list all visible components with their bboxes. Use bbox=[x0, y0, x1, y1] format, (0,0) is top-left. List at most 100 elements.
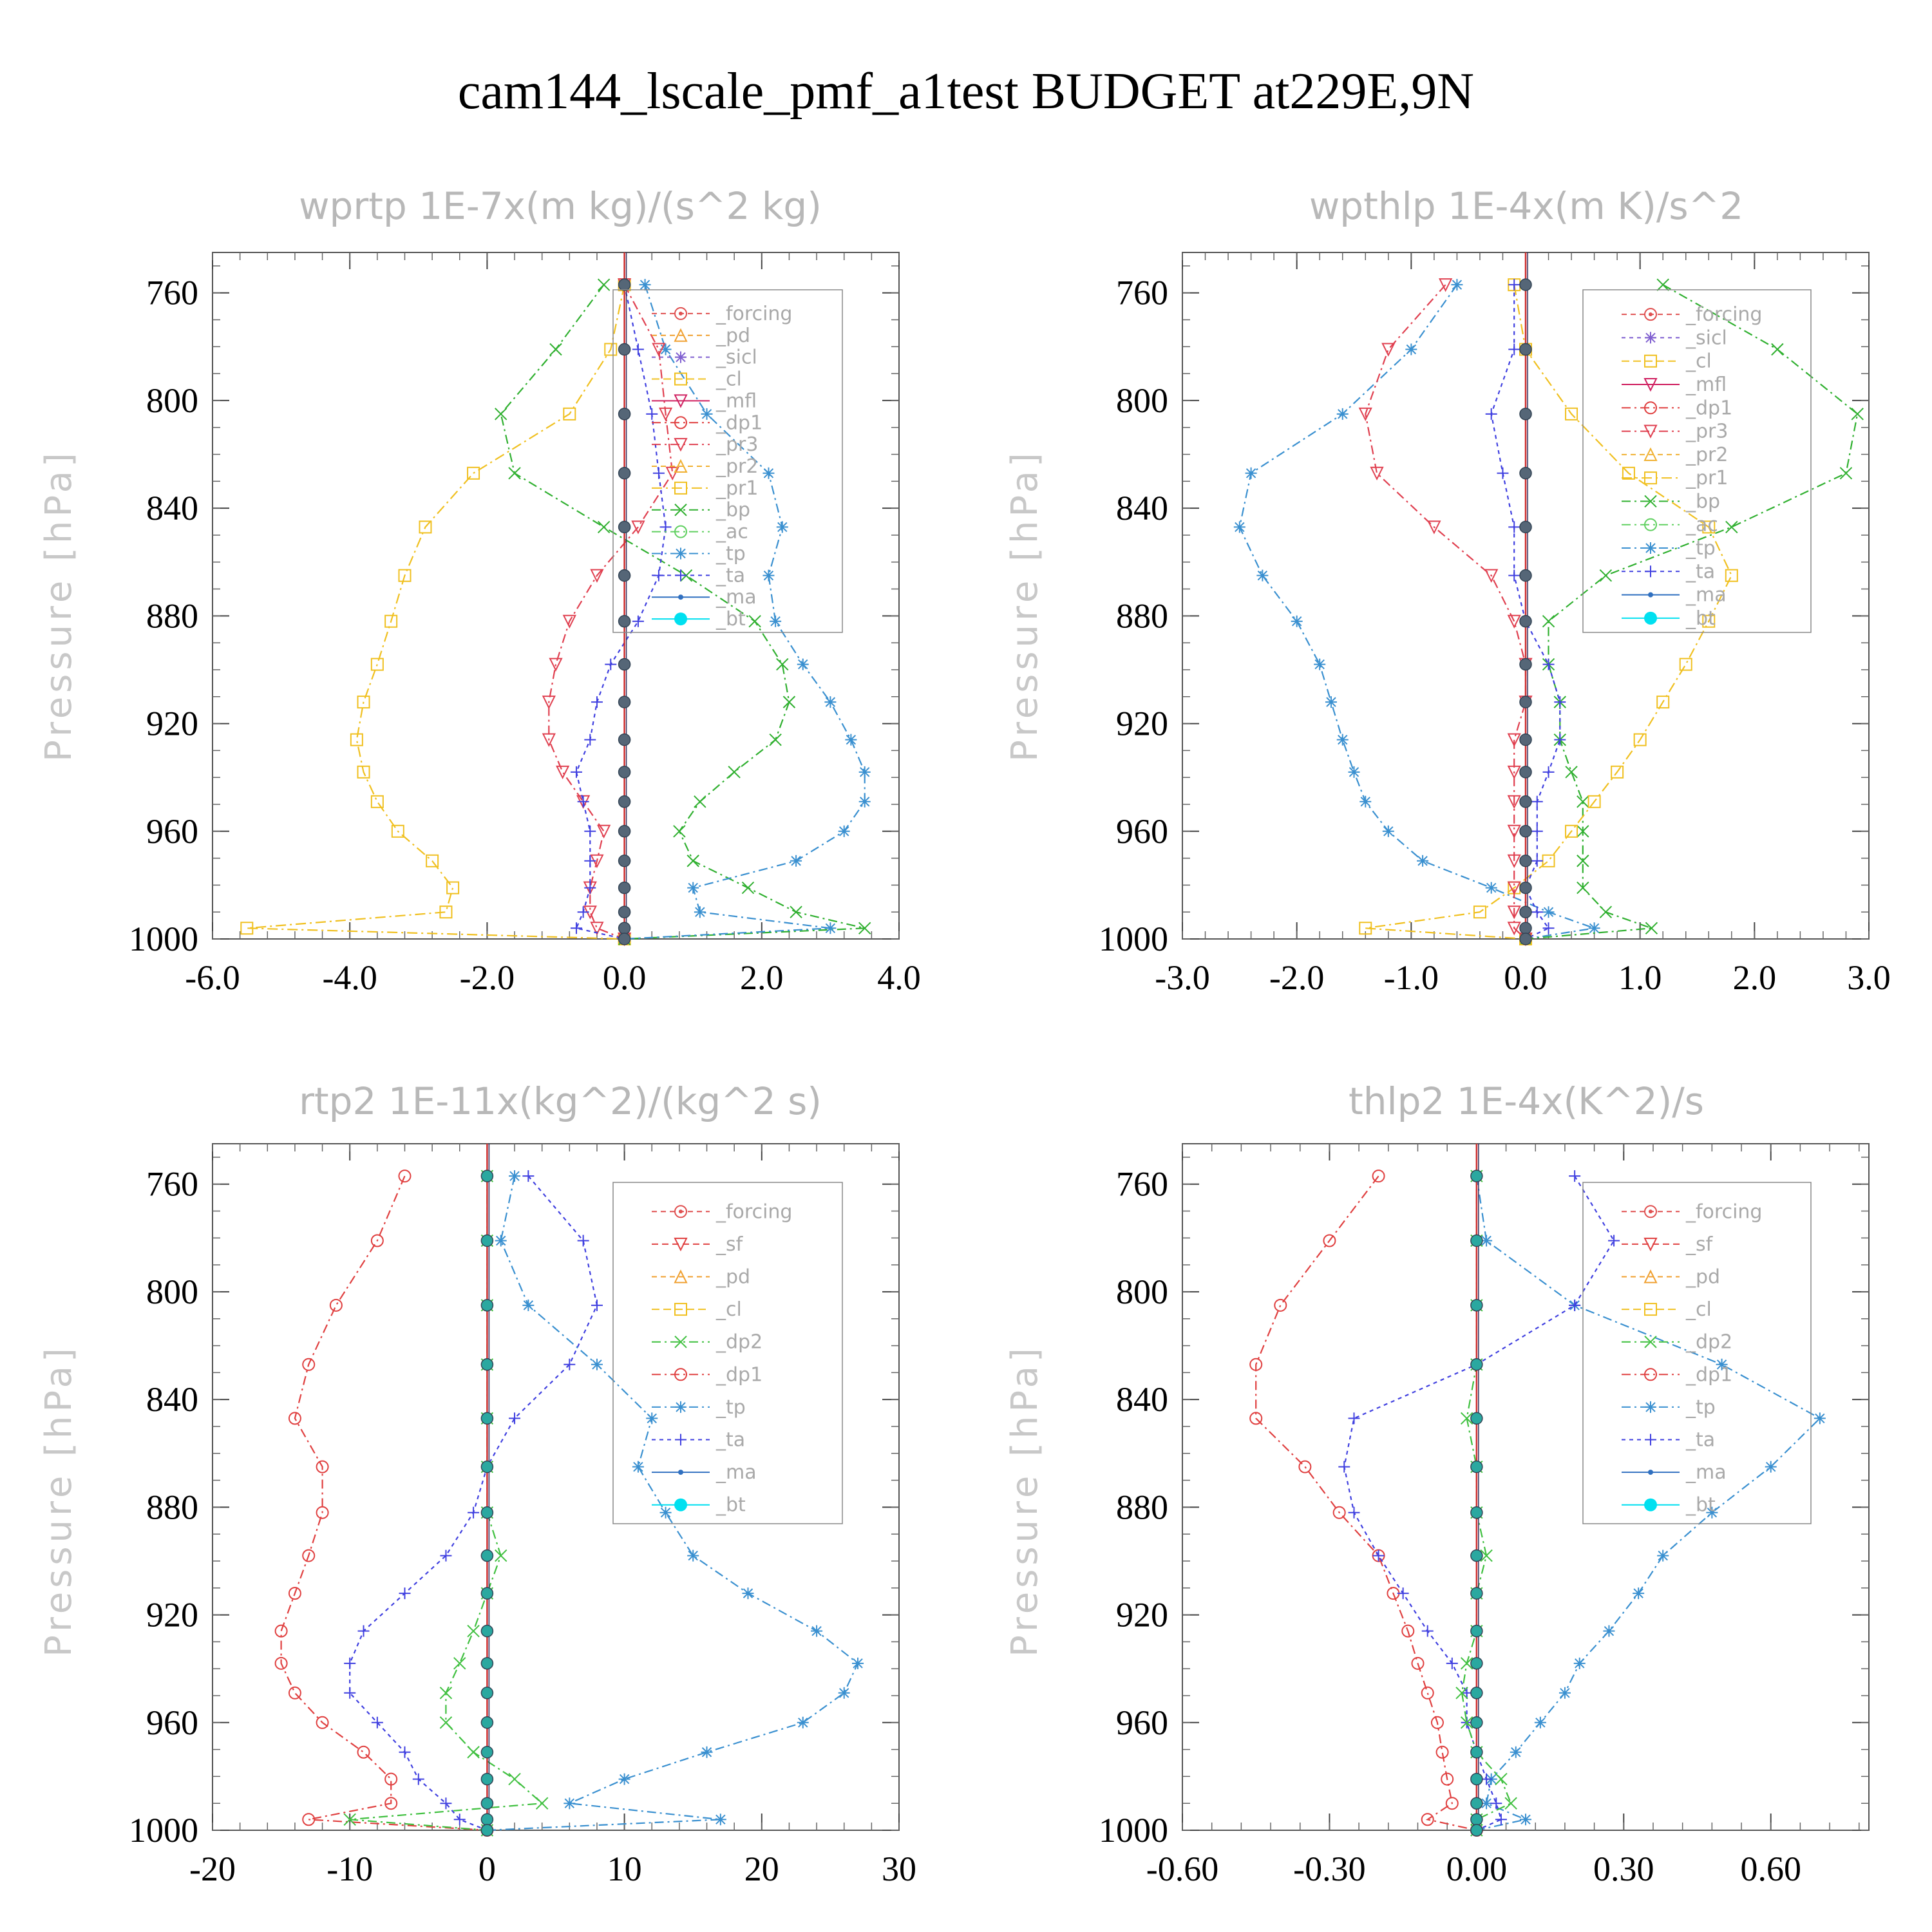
thlp2-point-dp1 bbox=[1323, 1234, 1336, 1247]
legend-marker bbox=[674, 1498, 687, 1511]
legend-marker bbox=[674, 416, 687, 430]
wprtp-point-ta bbox=[570, 922, 582, 934]
thlp2-zero-marker bbox=[1470, 1299, 1483, 1312]
wpthlp-zero-marker bbox=[1519, 881, 1532, 895]
wpthlp-x-tick-label: -2.0 bbox=[1269, 958, 1324, 997]
rtp2-zero-marker bbox=[480, 1716, 494, 1729]
wprtp-point-ta bbox=[652, 467, 665, 479]
thlp2-point-ta bbox=[1446, 1657, 1458, 1669]
wprtp-point-tp bbox=[770, 615, 782, 627]
legend-label: _ma bbox=[715, 586, 757, 609]
rtp2-zero-marker bbox=[480, 1813, 494, 1826]
rtp2-zero-marker bbox=[480, 1358, 494, 1371]
legend-entry: _pr1 bbox=[1622, 467, 1728, 489]
wpthlp-point-pr3 bbox=[1439, 278, 1453, 292]
thlp2-x-tick-label: -0.60 bbox=[1146, 1850, 1218, 1888]
wprtp-point-bp bbox=[597, 520, 611, 534]
rtp2-point-dp1 bbox=[288, 1587, 301, 1600]
wpthlp-point-pr3 bbox=[1507, 905, 1521, 920]
thlp2-zero-marker bbox=[1470, 1813, 1483, 1826]
wpthlp-point-tp bbox=[1405, 343, 1417, 355]
wprtp-point-pr3 bbox=[549, 658, 563, 672]
rtp2-point-dp2 bbox=[467, 1624, 480, 1638]
rtp2-point-ta bbox=[468, 1506, 480, 1519]
legend-marker bbox=[1648, 1470, 1653, 1475]
rtp2-x-tick-label: 20 bbox=[744, 1850, 779, 1888]
legend-marker bbox=[678, 1470, 683, 1475]
thlp2-x-tick-label: 0.00 bbox=[1446, 1850, 1508, 1888]
wpthlp-point-pr3 bbox=[1507, 614, 1521, 629]
thlp2-zero-marker bbox=[1470, 1746, 1483, 1759]
thlp2-point-dp1 bbox=[1445, 1797, 1459, 1810]
wpthlp-point-tp bbox=[1382, 825, 1394, 837]
wprtp-zero-marker bbox=[618, 933, 631, 945]
legend-entry: _bt bbox=[1622, 1494, 1716, 1517]
rtp2-series-dp1 bbox=[280, 1175, 488, 1832]
panel-rtp2: rtp2 1E-11x(kg^2)/(kg^2 s) Pressure [hPa… bbox=[38, 1079, 916, 1888]
wpthlp-point-ta bbox=[1508, 569, 1520, 582]
thlp2-point-tp bbox=[1716, 1358, 1728, 1370]
wprtp-point-pr1 bbox=[419, 520, 432, 534]
legend-entry: _ta bbox=[1622, 560, 1715, 583]
thlp2-point-dp1 bbox=[1372, 1170, 1385, 1183]
rtp2-point-ta bbox=[344, 1657, 356, 1669]
legend-marker bbox=[1644, 518, 1657, 531]
thlp2-zero-marker bbox=[1470, 1460, 1483, 1473]
y-axis-label-rtp2: Pressure [hPa] bbox=[38, 1344, 80, 1657]
wprtp-point-pr3 bbox=[665, 466, 679, 481]
legend-entry: _forcing bbox=[652, 1200, 792, 1223]
thlp2-series-dp1 bbox=[1255, 1175, 1477, 1832]
rtp2-point-ta bbox=[399, 1746, 411, 1758]
wprtp-point-tp bbox=[762, 467, 775, 479]
rtp2-point-dp2 bbox=[439, 1716, 453, 1729]
legend-marker bbox=[1645, 332, 1656, 344]
wpthlp-point-pr3 bbox=[1507, 881, 1521, 895]
rtp2-x-tick-label: 30 bbox=[882, 1850, 916, 1888]
legend-entry: _pd bbox=[652, 1266, 750, 1289]
wpthlp-point-ta bbox=[1554, 696, 1566, 708]
rtp2-point-dp1 bbox=[357, 1745, 370, 1759]
wprtp-point-ta bbox=[584, 734, 596, 746]
wprtp-y-tick-label: 1000 bbox=[129, 920, 198, 958]
legend-label: _mfl bbox=[1685, 374, 1727, 396]
thlp2-y-tick-label: 880 bbox=[1116, 1488, 1168, 1526]
wpthlp-point-tp bbox=[1542, 906, 1555, 918]
rtp2-zero-marker bbox=[480, 1506, 494, 1519]
wpthlp-zero-marker bbox=[1519, 569, 1532, 582]
legend-label: _cl bbox=[715, 1298, 742, 1321]
wpthlp-zero-marker bbox=[1519, 408, 1532, 421]
thlp2-zero-marker bbox=[1470, 1587, 1483, 1600]
wprtp-point-ta bbox=[577, 906, 589, 918]
rtp2-zero-marker bbox=[480, 1412, 494, 1425]
wprtp-point-pr3 bbox=[556, 765, 570, 780]
legend-marker bbox=[675, 547, 687, 560]
wprtp-point-pr1 bbox=[350, 733, 363, 746]
legend-marker bbox=[674, 1303, 687, 1316]
wpthlp-zero-marker bbox=[1519, 922, 1532, 935]
legend-marker bbox=[1645, 542, 1656, 554]
panel-thlp2: thlp2 1E-4x(K^2)/s Pressure [hPa] 760 800… bbox=[1004, 1079, 1870, 1888]
legend-label: _sf bbox=[715, 1233, 744, 1256]
wpthlp-point-tp bbox=[1325, 696, 1337, 708]
rtp2-point-dp1 bbox=[302, 1813, 316, 1826]
legend-label: _bt bbox=[715, 608, 746, 630]
legend-entry: _forcing bbox=[1622, 1200, 1762, 1223]
wprtp-point-bp bbox=[858, 922, 871, 934]
legend-label: _cl bbox=[1685, 350, 1712, 373]
wpthlp-point-pr3 bbox=[1484, 569, 1499, 583]
wpthlp-point-bp bbox=[1542, 615, 1555, 628]
legend-label: _pr1 bbox=[1685, 467, 1728, 489]
legend-label: _sicl bbox=[715, 346, 757, 369]
wpthlp-point-bp bbox=[1656, 278, 1669, 291]
panel-title-rtp2: rtp2 1E-11x(kg^2)/(kg^2 s) bbox=[299, 1079, 822, 1123]
legend-entry: _ma bbox=[1622, 1461, 1727, 1484]
rtp2-point-dp2 bbox=[467, 1746, 480, 1759]
wprtp-series-pr3 bbox=[548, 284, 674, 940]
wprtp-point-pr1 bbox=[446, 881, 460, 895]
rtp2-point-dp1 bbox=[274, 1624, 288, 1638]
thlp2-point-dp2 bbox=[1455, 1687, 1468, 1700]
wprtp-x-tick-label: 0.0 bbox=[603, 958, 647, 997]
legend-entry: _pr1 bbox=[652, 477, 758, 500]
wprtp-point-ta bbox=[584, 855, 596, 867]
